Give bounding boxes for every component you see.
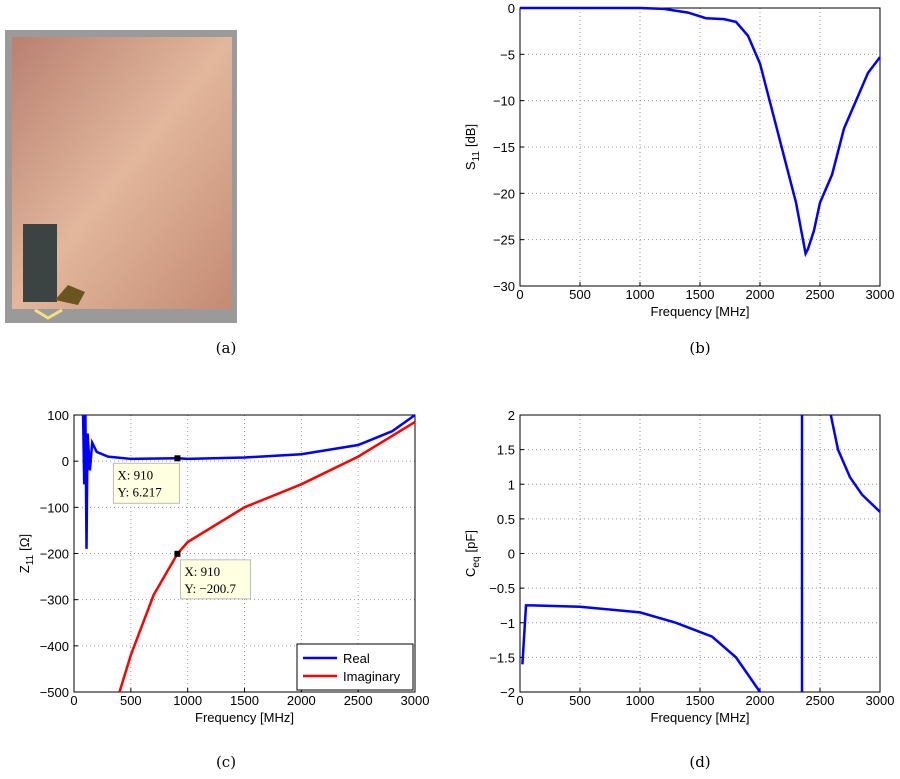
axes-box: [519, 7, 881, 287]
feed-block: [23, 224, 57, 302]
legend-label: Real: [343, 651, 370, 666]
y-tick-label: −5: [500, 47, 515, 62]
caption: (b): [689, 339, 710, 357]
datatip-text: Y: 6.217: [117, 484, 162, 499]
y-tick-label: −2: [500, 685, 515, 700]
y-tick-label: 1.5: [497, 443, 515, 458]
datatip-text: Y: −200.7: [184, 581, 236, 596]
connector: [55, 285, 85, 305]
x-tick-label: 500: [569, 693, 591, 708]
y-tick-label: −100: [40, 500, 69, 515]
x-tick-label: 1000: [626, 693, 655, 708]
datatip-text: X: 910: [184, 564, 220, 579]
y-tick-label: −1.5: [489, 650, 515, 665]
y-tick-label: 0: [508, 547, 515, 562]
y-tick-label: 2: [508, 408, 515, 423]
y-axis-label-main: S: [463, 161, 478, 170]
y-tick-label: −0.5: [489, 581, 515, 596]
y-tick-label: −10: [493, 94, 515, 109]
datatip-marker: [174, 550, 181, 557]
y-axis-label-sub: 11: [471, 151, 482, 162]
y-tick-label: 100: [47, 408, 69, 423]
y-tick-label: −500: [40, 685, 69, 700]
x-tick-label: 3000: [866, 693, 895, 708]
x-tick-label: 1500: [230, 693, 259, 708]
y-axis-label-main: Z: [17, 565, 32, 573]
connector-pin: [34, 308, 63, 320]
x-tick-label: 0: [516, 693, 523, 708]
y-tick-label: −300: [40, 593, 69, 608]
y-axis-label-sub: 11: [25, 554, 36, 565]
x-tick-label: 1000: [626, 287, 655, 302]
y-tick-label: −1: [500, 616, 515, 631]
x-tick-label: 0: [516, 287, 523, 302]
x-tick-label: 2500: [806, 287, 835, 302]
x-tick-label: 3000: [401, 693, 430, 708]
y-tick-label: 0: [508, 1, 515, 16]
caption: (a): [216, 339, 237, 357]
datatip-box: [179, 559, 251, 600]
caption: (d): [689, 753, 710, 771]
x-tick-label: 1000: [173, 693, 202, 708]
chart: 0 500 1000 1500 2000 2500 3000−500−400−300−200…: [17, 408, 429, 725]
y-tick-label: −25: [493, 233, 515, 248]
x-tick-label: 500: [120, 693, 142, 708]
y-tick-label: 0.5: [497, 512, 515, 527]
axes-box: [519, 414, 881, 693]
x-axis-label: Frequency [MHz]: [651, 304, 750, 319]
x-tick-label: 2000: [287, 693, 316, 708]
photo: [5, 30, 237, 323]
y-tick-label: 0: [62, 454, 69, 469]
chart: 0 500 1000 1500 2000 2500 3000 −30 −25 −20 −15 −10 −…: [463, 1, 894, 319]
x-tick-label: 2500: [344, 693, 373, 708]
legend-box: [296, 643, 414, 691]
y-axis-label-unit: [dB]: [463, 124, 478, 147]
x-axis-label: Frequency [MHz]: [651, 710, 750, 725]
data-line: [81, 413, 416, 549]
x-tick-label: 3000: [866, 287, 895, 302]
x-tick-label: 2000: [746, 693, 775, 708]
y-tick-label: −30: [493, 279, 515, 294]
x-tick-label: 2500: [806, 693, 835, 708]
chart: 0 500 1000 1500 2000 2500 3000 −2 −1.5 −1 −0.5 0 0.5…: [463, 408, 894, 725]
y-axis-label: S11 [dB]: [463, 124, 482, 170]
data-line: [521, 414, 881, 693]
y-tick-label: −15: [493, 140, 515, 155]
y-axis-label-main: C: [463, 568, 478, 577]
y-tick-label: −400: [40, 639, 69, 654]
data-line: [520, 6, 881, 258]
x-tick-label: 0: [70, 693, 77, 708]
x-axis-label: Frequency [MHz]: [195, 710, 294, 725]
x-tick-label: 1500: [686, 287, 715, 302]
legend-label: Imaginary: [343, 669, 401, 684]
x-tick-label: 1500: [686, 693, 715, 708]
data-line: [118, 420, 416, 693]
datatip-box: [112, 462, 180, 504]
y-tick-label: −20: [493, 186, 515, 201]
y-axis-label-sub: eq: [471, 556, 482, 567]
y-axis-label-unit: [pF]: [463, 530, 478, 552]
y-axis-label: Ceq [pF]: [463, 530, 482, 577]
y-axis-label-unit: [Ω]: [17, 534, 32, 551]
axes-box: [73, 414, 416, 693]
y-axis-label: Z11 [Ω]: [17, 534, 36, 573]
caption: (c): [216, 753, 236, 771]
y-tick-label: 1: [508, 477, 515, 492]
datatip-text: X: 910: [117, 467, 153, 482]
x-tick-label: 2000: [746, 287, 775, 302]
datatip-marker: [174, 455, 181, 462]
y-tick-label: −200: [40, 547, 69, 562]
x-tick-label: 500: [569, 287, 591, 302]
